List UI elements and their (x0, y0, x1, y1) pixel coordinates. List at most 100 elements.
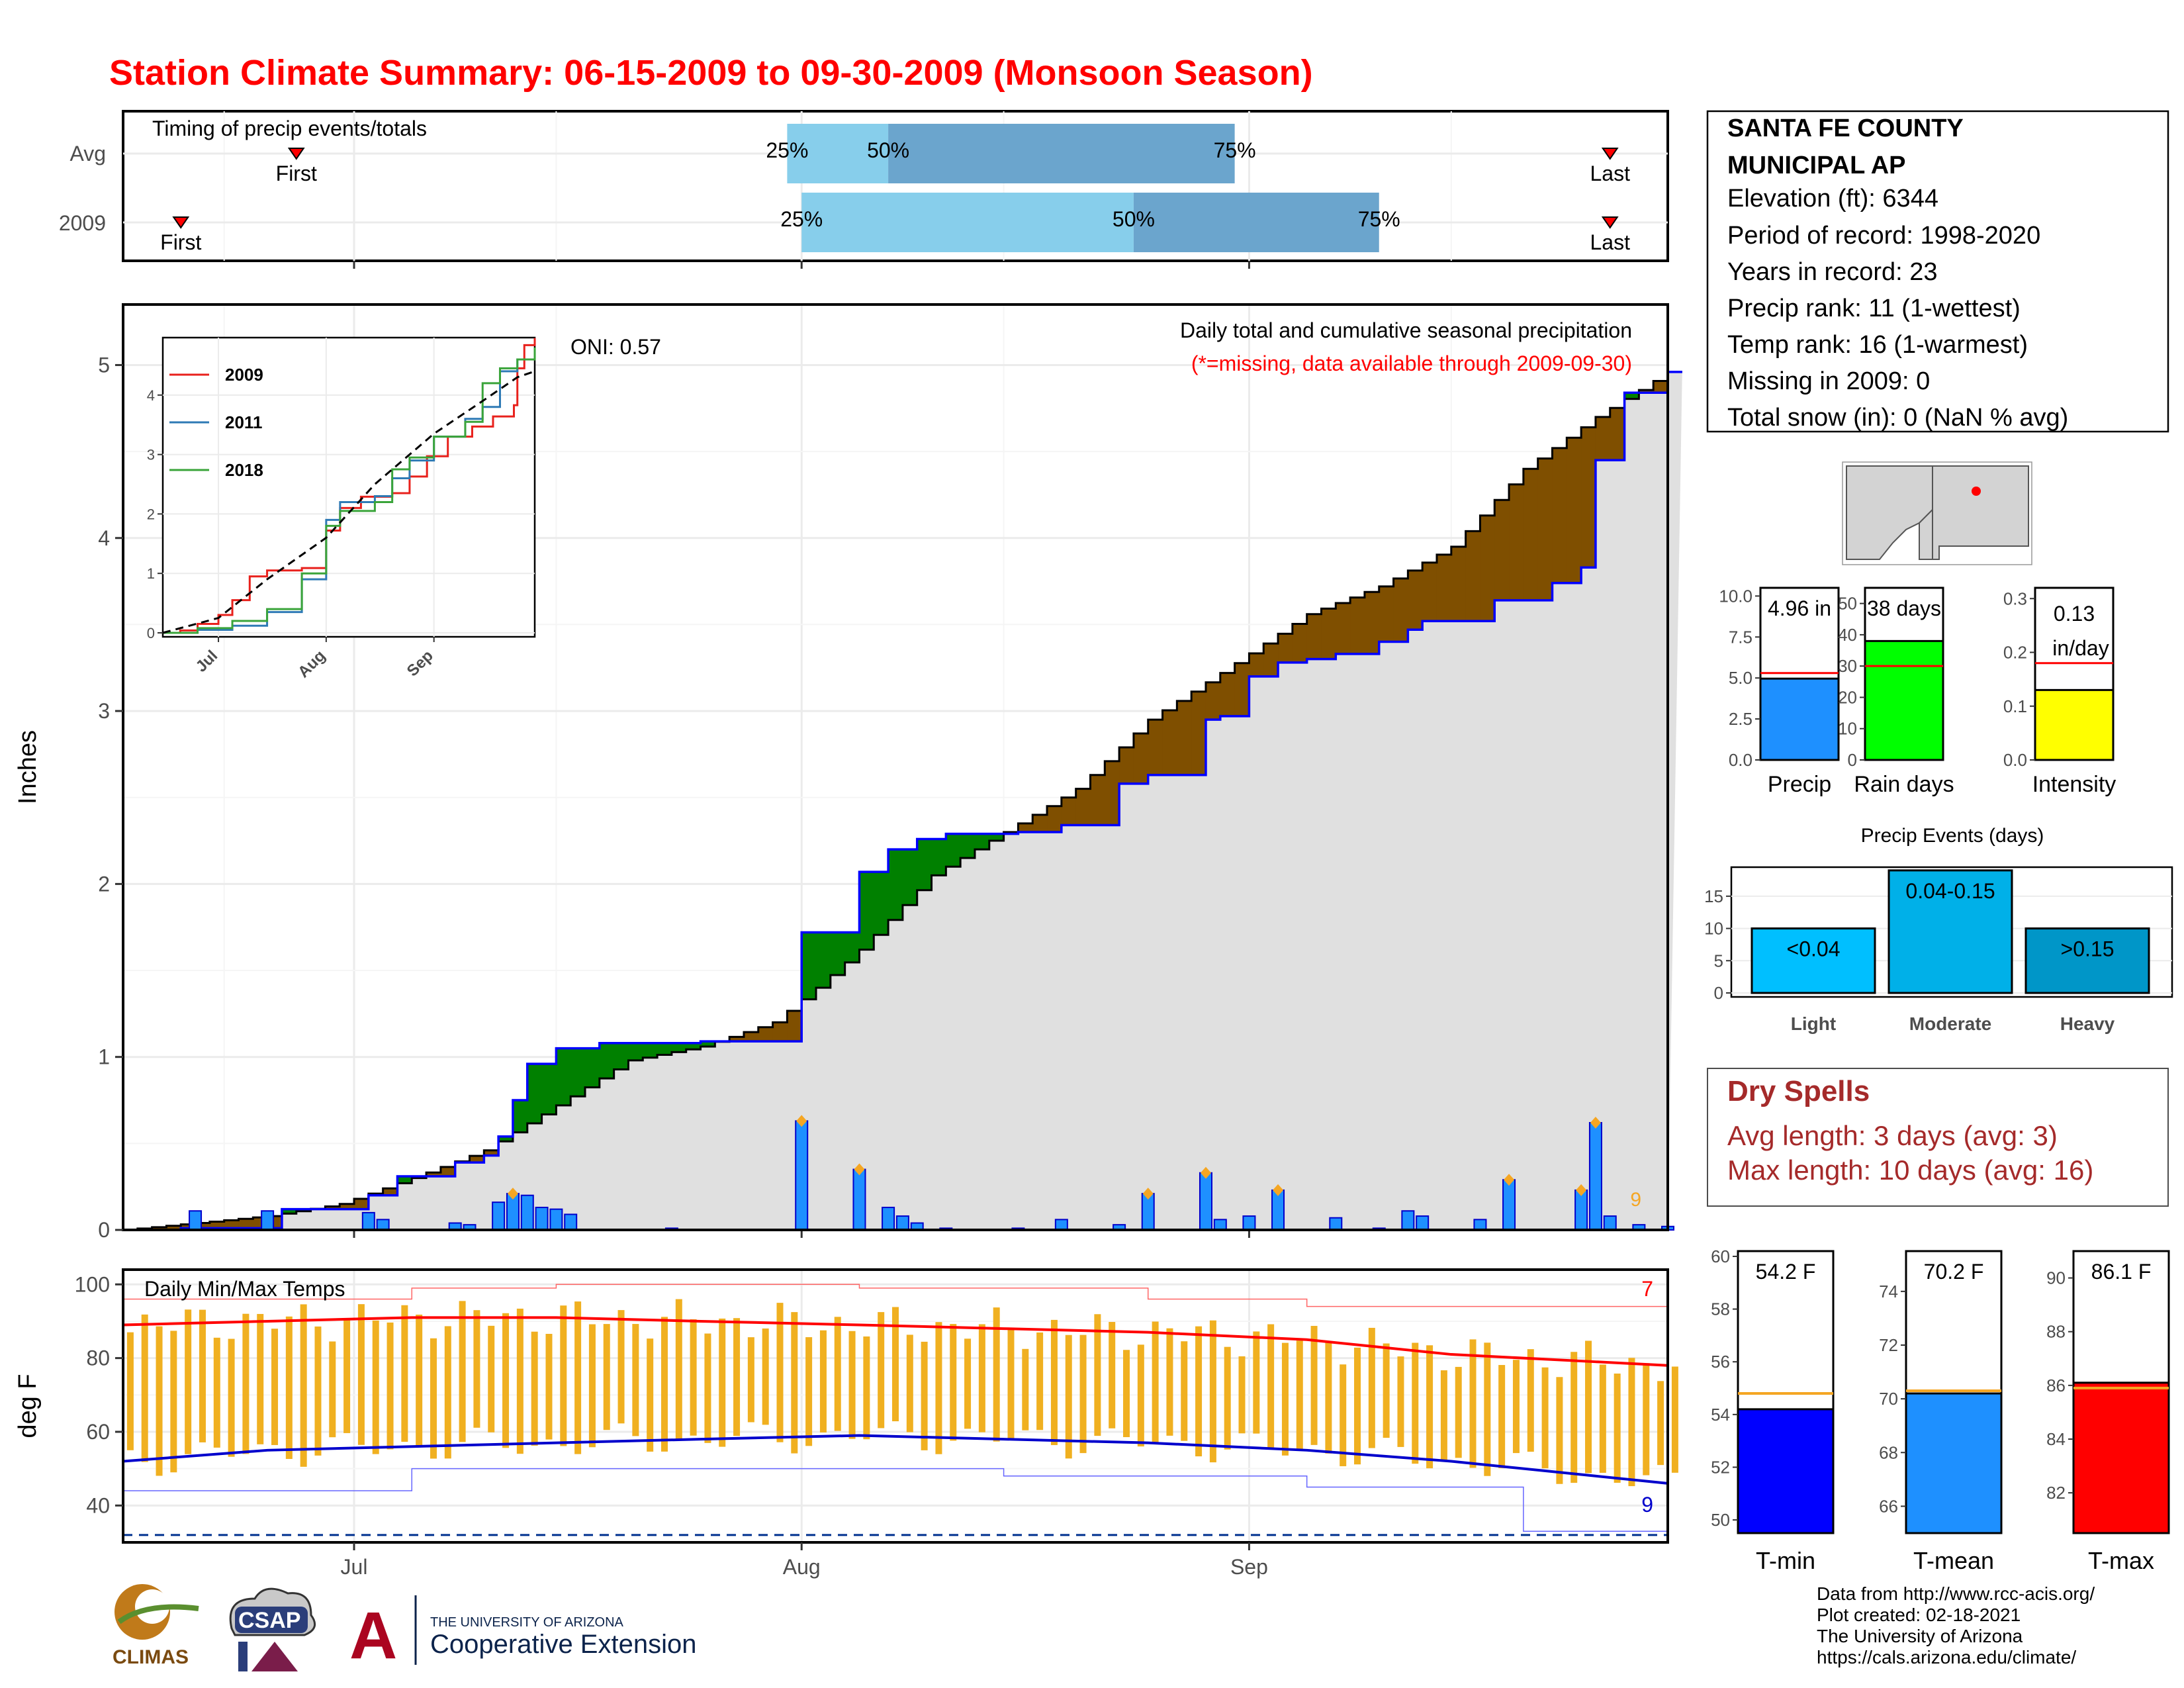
daily-temp-range-bar (675, 1299, 682, 1440)
below-average-area (1220, 673, 1236, 716)
inset-ytick-label: 3 (147, 447, 155, 463)
daily-temp-range-bar (1253, 1331, 1260, 1434)
daily-temp-range-bar (819, 1330, 827, 1432)
above-average-area (960, 833, 976, 859)
timing-p75-label: 75% (1214, 138, 1256, 162)
intensity-ytick-label: 0.2 (2003, 643, 2027, 663)
daily-temp-range-bar (617, 1310, 625, 1424)
daily-precip-bar (1588, 1121, 1602, 1231)
temp-xtick-label: Aug (783, 1555, 821, 1579)
last-marker (1601, 216, 1619, 229)
daily-temp-range-bar (1556, 1377, 1563, 1484)
daily-temp-range-bar (1512, 1360, 1520, 1454)
credits: Data from http://www.rcc-acis.org/ Plot … (1817, 1583, 2095, 1668)
daily-temp-range-bar (1022, 1348, 1029, 1430)
events-bar-light (1751, 927, 1876, 994)
precip-ytick-label: 7.5 (1729, 627, 1752, 647)
below-average-area (1061, 797, 1077, 825)
above-average-area (556, 1048, 571, 1105)
above-average-area (874, 872, 889, 935)
daily-precip-bar (1054, 1219, 1068, 1231)
daily-precip-bar (795, 1120, 809, 1231)
intensity-label: Intensity (2032, 772, 2116, 797)
below-average-area (469, 1156, 484, 1163)
daily-precip-bar (1416, 1215, 1430, 1231)
daily-temp-range-bar (834, 1317, 841, 1431)
daily-temp-range-bar (1527, 1349, 1534, 1452)
station-years: Years in record: 23 (1727, 258, 1938, 286)
below-average-area (772, 1022, 788, 1042)
daily-temp-range-bar (647, 1338, 654, 1452)
below-average-area (1436, 554, 1452, 622)
svg-text:A: A (349, 1599, 397, 1673)
below-average-area (383, 1188, 398, 1196)
above-average-area (541, 1064, 557, 1115)
dry-spells-title: Dry Spells (1727, 1075, 1870, 1107)
temp-summary-ytick-label: 70 (1879, 1389, 1898, 1409)
events-bar-range: <0.04 (1787, 937, 1841, 961)
events-title: Precip Events (days) (1861, 825, 2044, 847)
raindays-ytick-label: 30 (1838, 656, 1857, 676)
temp-summary-ytick-label: 54 (1711, 1405, 1730, 1425)
raindays-ytick-label: 0 (1848, 750, 1857, 770)
daily-temp-range-bar (632, 1324, 639, 1436)
below-average-area (1234, 663, 1250, 716)
above-average-area (686, 1043, 702, 1050)
inset-ytick-label: 2 (147, 506, 155, 522)
below-average-area (1595, 416, 1611, 461)
precip-note-missing: (*=missing, data available through 2009-… (1191, 352, 1632, 375)
below-average-area (1509, 484, 1524, 600)
daily-temp-range-bar (329, 1341, 336, 1438)
below-average-area (1639, 390, 1654, 393)
daily-temp-range-bar (1094, 1314, 1101, 1436)
timing-p25-label: 25% (780, 207, 823, 231)
inset-average-line (162, 370, 535, 634)
events-ytick-label: 15 (1704, 886, 1723, 906)
events-bar-label: Heavy (2060, 1013, 2115, 1034)
first-marker (287, 148, 305, 160)
daily-precip-marker (796, 1115, 807, 1127)
daily-precip-marker (1504, 1174, 1515, 1186)
intensity-value-text: 0.13 (2054, 602, 2095, 626)
above-average-area (1624, 393, 1639, 399)
precip-events-chart: Precip Events (days) 0 5 10 15 <0.04 Light 0.0… (1704, 825, 2173, 1034)
below-average-area (1047, 806, 1062, 832)
daily-temp-range-bar (733, 1318, 741, 1436)
below-average-area (1581, 427, 1596, 568)
temp-summary-ytick-label: 88 (2046, 1322, 2066, 1342)
daily-precip-bar (376, 1219, 390, 1231)
daily-temp-range-bar (141, 1314, 148, 1462)
temp-summary-label: T-max (2088, 1547, 2154, 1574)
daily-temp-range-bar (1599, 1364, 1606, 1473)
below-average-area (1032, 814, 1048, 832)
daily-temp-range-bar (1050, 1319, 1058, 1446)
daily-temp-range-bar (993, 1307, 1000, 1442)
timing-bar-25-50 (787, 124, 889, 183)
first-label: First (160, 230, 201, 254)
above-average-area (816, 932, 831, 988)
raindays-bar (1864, 639, 1944, 761)
daily-temp-range-bar (185, 1309, 192, 1454)
dry-spells-avg: Avg length: 3 days (avg: 3) (1727, 1120, 2058, 1151)
raindays-ytick-label: 50 (1838, 594, 1857, 614)
above-average-area (570, 1048, 586, 1097)
climas-logo-text: CLIMAS (113, 1646, 189, 1668)
temp-count-high: 7 (1641, 1277, 1653, 1301)
below-average-area (1105, 761, 1120, 825)
daily-temp-range-bar (1065, 1335, 1072, 1459)
below-average-area (325, 1206, 340, 1209)
daily-temp-range-bar (1007, 1328, 1015, 1440)
above-average-area (585, 1048, 600, 1088)
daily-temp-range-bar (747, 1337, 754, 1423)
events-bar-range: >0.15 (2061, 937, 2115, 961)
credit-url: https://cals.arizona.edu/climate/ (1817, 1647, 2077, 1667)
timing-row-year: 2009 (59, 211, 106, 235)
daily-precip-marker (854, 1163, 865, 1176)
below-average-area (238, 1219, 253, 1229)
daily-temp-range-bar (1628, 1358, 1635, 1487)
daily-temp-range-bar (531, 1331, 538, 1446)
daily-temp-range-bar (878, 1312, 885, 1429)
above-average-area (859, 872, 874, 950)
above-average-area (281, 1209, 297, 1214)
